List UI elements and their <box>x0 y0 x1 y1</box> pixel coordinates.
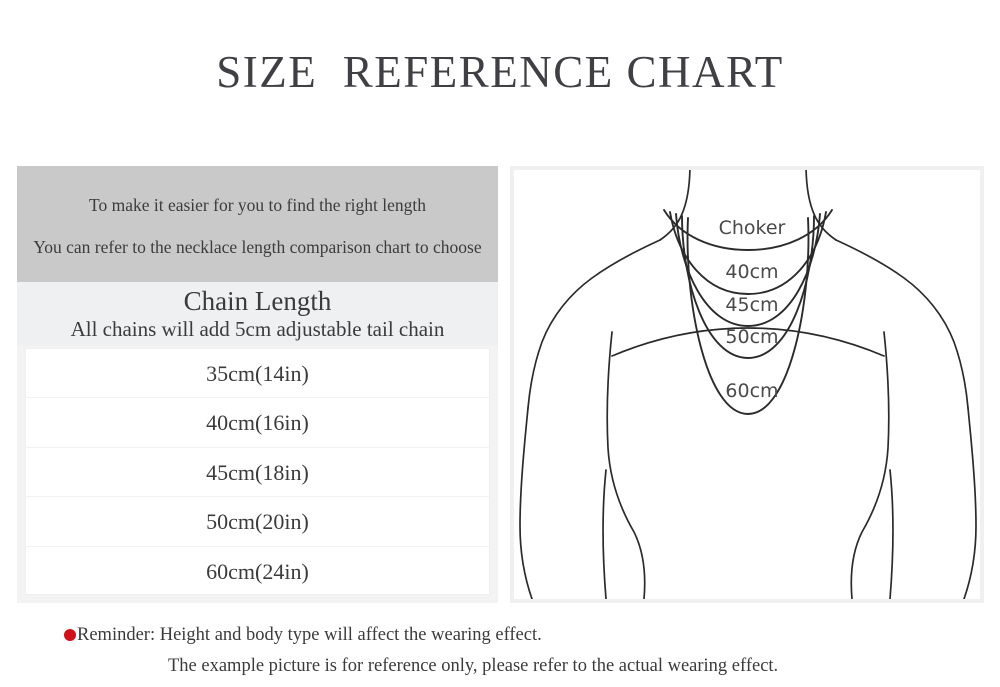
chain-length-table: 35cm(14in) 40cm(16in) 45cm(18in) 50cm(20… <box>25 348 490 595</box>
chain-length-header: Chain Length All chains will add 5cm adj… <box>17 282 498 346</box>
top-neckline-line <box>611 327 885 357</box>
reminder-bullet-icon <box>64 629 76 641</box>
shoulder-left-line <box>527 239 661 409</box>
shoulder-right-line <box>835 239 969 409</box>
necklace-length-diagram: Choker 40cm 45cm 50cm 60cm <box>519 170 977 599</box>
reminder-text: Reminder: Height and body type will affe… <box>77 625 542 645</box>
chain-label-45cm: 45cm <box>725 294 778 316</box>
intro-box: To make it easier for you to find the ri… <box>17 166 498 282</box>
chain-length-subtitle: All chains will add 5cm adjustable tail … <box>70 317 445 341</box>
arm-right-inner-line <box>889 469 894 599</box>
table-row: 45cm(18in) <box>26 448 489 498</box>
chain-40cm-line <box>669 211 827 295</box>
chain-label-choker: Choker <box>719 217 786 239</box>
page-title: SIZE REFERENCE CHART <box>216 47 784 97</box>
chain-length-title: Chain Length <box>183 286 332 316</box>
arm-left-outer-line <box>519 407 533 599</box>
chain-length-panel: To make it easier for you to find the ri… <box>17 166 498 603</box>
chain-label-40cm: 40cm <box>725 261 778 283</box>
table-row: 40cm(16in) <box>26 398 489 448</box>
table-row: 35cm(14in) <box>26 349 489 399</box>
chain-label-60cm: 60cm <box>725 380 778 402</box>
intro-line-2: You can refer to the necklace length com… <box>33 237 482 257</box>
torso-left-line <box>606 331 646 599</box>
intro-line-1: To make it easier for you to find the ri… <box>88 195 427 215</box>
body-diagram-panel: Choker 40cm 45cm 50cm 60cm <box>510 166 984 603</box>
chain-60cm-line <box>686 217 810 415</box>
torso-right-line <box>850 331 890 599</box>
neck-right-line <box>805 170 837 241</box>
reminder-line: Reminder: Height and body type will affe… <box>64 622 542 648</box>
example-note-text: The example picture is for reference onl… <box>168 656 779 676</box>
neck-left-line <box>659 170 691 241</box>
chain-label-50cm: 50cm <box>725 326 778 348</box>
table-row: 50cm(20in) <box>26 497 489 547</box>
table-row: 60cm(24in) <box>206 558 309 584</box>
arm-right-outer-line <box>963 407 977 599</box>
arm-left-inner-line <box>602 469 607 599</box>
